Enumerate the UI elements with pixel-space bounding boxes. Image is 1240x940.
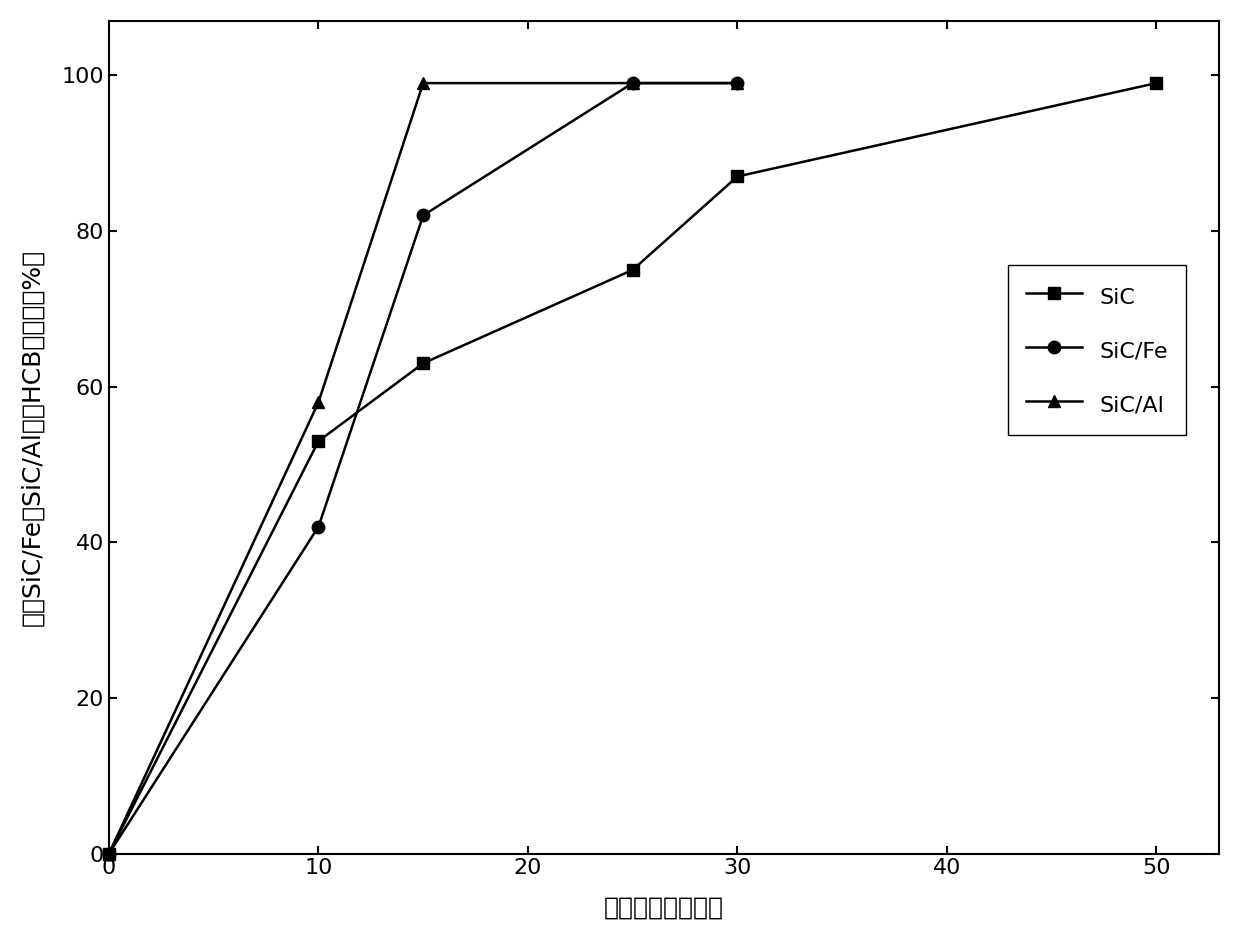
Y-axis label: 添加SiC/Fe和SiC/Al降解HCB的效率（%）: 添加SiC/Fe和SiC/Al降解HCB的效率（%） — [21, 249, 45, 626]
SiC/Al — [102, 848, 117, 859]
SiC — [730, 171, 745, 182]
SiC — [102, 848, 117, 859]
X-axis label: 球磨时间（分钟）: 球磨时间（分钟） — [604, 895, 724, 919]
SiC — [1149, 77, 1164, 88]
SiC — [625, 264, 640, 275]
SiC/Al — [730, 77, 745, 88]
SiC/Fe — [730, 77, 745, 88]
SiC — [311, 435, 326, 446]
SiC/Fe — [625, 77, 640, 88]
Line: SiC/Fe: SiC/Fe — [103, 77, 744, 860]
SiC/Al — [311, 397, 326, 408]
SiC/Al — [625, 77, 640, 88]
SiC/Fe — [415, 210, 430, 221]
Line: SiC: SiC — [103, 77, 1163, 860]
Line: SiC/Al: SiC/Al — [103, 77, 744, 860]
SiC/Al — [415, 77, 430, 88]
SiC/Fe — [102, 848, 117, 859]
SiC — [415, 357, 430, 368]
SiC/Fe — [311, 521, 326, 532]
Legend: SiC, SiC/Fe, SiC/Al: SiC, SiC/Fe, SiC/Al — [1008, 265, 1185, 435]
